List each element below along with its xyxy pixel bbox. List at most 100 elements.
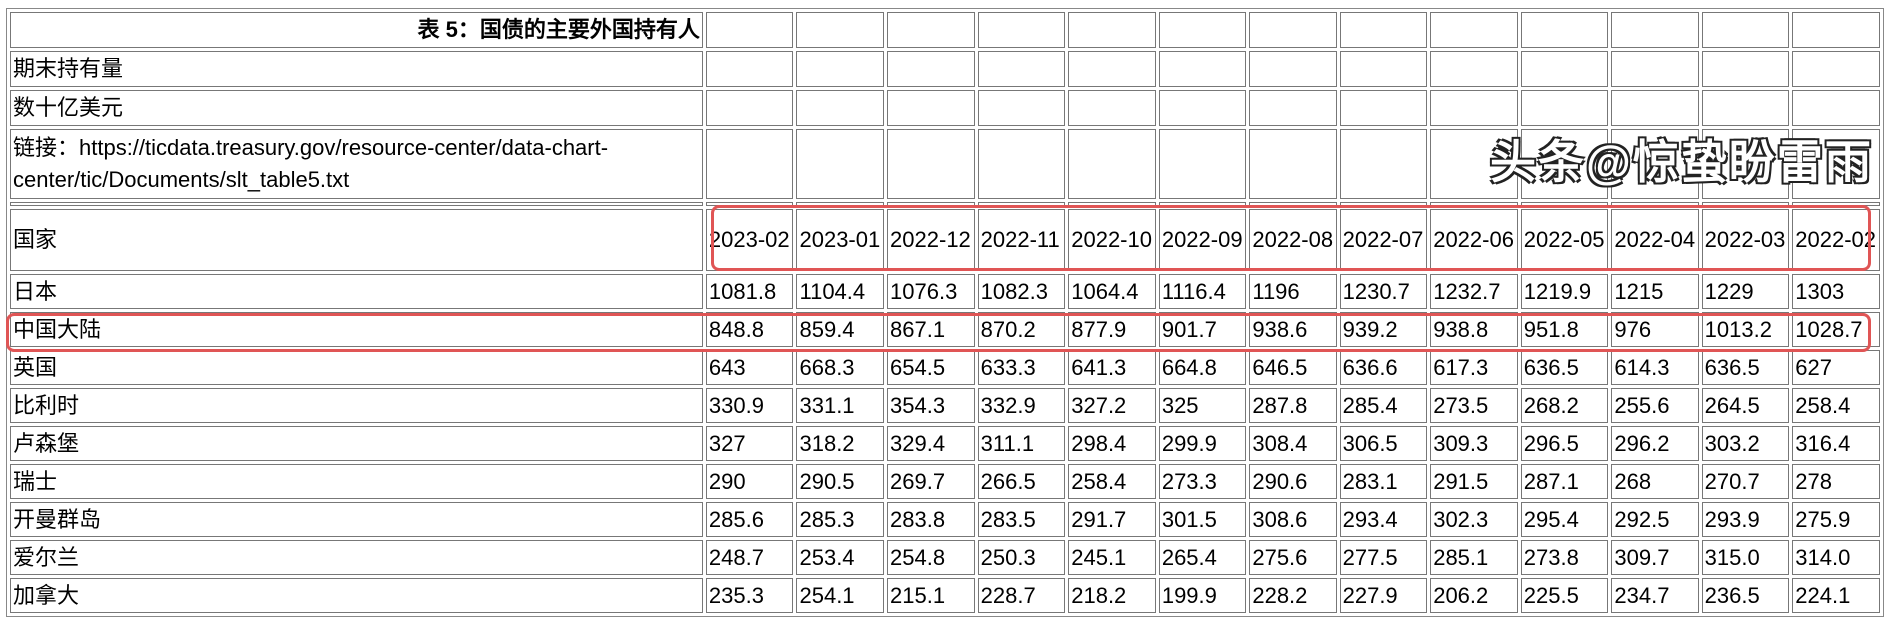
empty-cell xyxy=(1158,51,1247,87)
value-cell: 269.7 xyxy=(887,464,975,499)
country-cell: 爱尔兰 xyxy=(10,540,703,575)
value-cell: 614.3 xyxy=(1611,350,1699,385)
unit-row: 数十亿美元 xyxy=(10,90,1880,126)
value-cell: 308.6 xyxy=(1249,502,1337,537)
value-cell: 273.8 xyxy=(1520,540,1609,575)
empty-cell xyxy=(1792,51,1880,87)
value-cell: 250.3 xyxy=(977,540,1066,575)
country-header: 国家 xyxy=(10,209,703,271)
empty-cell xyxy=(796,12,885,48)
table-row: 日本 1081.8 1104.4 1076.3 1082.3 1064.4 1116.4 11… xyxy=(10,274,1880,309)
value-cell: 270.7 xyxy=(1701,464,1790,499)
empty-cell xyxy=(1792,90,1880,126)
value-cell: 327 xyxy=(705,426,794,461)
value-cell: 332.9 xyxy=(977,388,1066,423)
table-row: 加拿大 235.3 254.1 215.1 228.7 218.2 199.9 228.2 22… xyxy=(10,578,1880,613)
value-cell: 1229 xyxy=(1701,274,1790,309)
empty-cell xyxy=(1249,51,1337,87)
value-cell: 290 xyxy=(705,464,794,499)
value-cell: 951.8 xyxy=(1520,312,1609,347)
empty-cell xyxy=(796,129,885,199)
value-cell: 268.2 xyxy=(1520,388,1609,423)
value-cell: 654.5 xyxy=(887,350,975,385)
value-cell: 283.1 xyxy=(1339,464,1428,499)
empty-cell xyxy=(887,90,975,126)
value-cell: 295.4 xyxy=(1520,502,1609,537)
empty-cell xyxy=(1792,12,1880,48)
date-header: 2022-06 xyxy=(1430,209,1518,271)
date-header: 2022-09 xyxy=(1158,209,1247,271)
empty-cell xyxy=(1158,202,1247,206)
value-cell: 617.3 xyxy=(1430,350,1518,385)
empty-cell xyxy=(1701,90,1790,126)
date-header: 2022-12 xyxy=(887,209,975,271)
value-cell: 225.5 xyxy=(1520,578,1609,613)
value-cell: 293.9 xyxy=(1701,502,1790,537)
empty-cell xyxy=(1430,90,1518,126)
value-cell: 627 xyxy=(1792,350,1880,385)
country-cell: 中国大陆 xyxy=(10,312,703,347)
value-cell: 218.2 xyxy=(1068,578,1156,613)
value-cell: 646.5 xyxy=(1249,350,1337,385)
value-cell: 290.5 xyxy=(796,464,885,499)
value-cell: 298.4 xyxy=(1068,426,1156,461)
spacer-cell xyxy=(10,202,703,206)
empty-cell xyxy=(705,129,794,199)
empty-cell xyxy=(1249,12,1337,48)
country-cell: 瑞士 xyxy=(10,464,703,499)
value-cell: 636.6 xyxy=(1339,350,1428,385)
date-header: 2022-08 xyxy=(1249,209,1337,271)
date-header: 2022-02 xyxy=(1792,209,1880,271)
value-cell: 643 xyxy=(705,350,794,385)
empty-cell xyxy=(1611,90,1699,126)
value-cell: 266.5 xyxy=(977,464,1066,499)
empty-cell xyxy=(887,51,975,87)
value-cell: 301.5 xyxy=(1158,502,1247,537)
empty-cell xyxy=(796,51,885,87)
empty-cell xyxy=(1339,129,1428,199)
value-cell: 228.7 xyxy=(977,578,1066,613)
empty-cell xyxy=(1520,202,1609,206)
empty-cell xyxy=(1430,12,1518,48)
value-cell: 283.5 xyxy=(977,502,1066,537)
value-cell: 258.4 xyxy=(1068,464,1156,499)
value-cell: 867.1 xyxy=(887,312,975,347)
value-cell: 870.2 xyxy=(977,312,1066,347)
empty-cell xyxy=(1068,129,1156,199)
value-cell: 327.2 xyxy=(1068,388,1156,423)
date-header: 2022-05 xyxy=(1520,209,1609,271)
empty-cell xyxy=(1339,51,1428,87)
value-cell: 248.7 xyxy=(705,540,794,575)
value-cell: 1082.3 xyxy=(977,274,1066,309)
value-cell: 206.2 xyxy=(1430,578,1518,613)
value-cell: 1028.7 xyxy=(1792,312,1880,347)
empty-cell xyxy=(796,90,885,126)
value-cell: 1013.2 xyxy=(1701,312,1790,347)
empty-cell xyxy=(1068,51,1156,87)
value-cell: 264.5 xyxy=(1701,388,1790,423)
date-header: 2022-10 xyxy=(1068,209,1156,271)
source-link[interactable]: 链接：https://ticdata.treasury.gov/resource… xyxy=(10,129,703,199)
value-cell: 330.9 xyxy=(705,388,794,423)
value-cell: 255.6 xyxy=(1611,388,1699,423)
empty-cell xyxy=(977,129,1066,199)
empty-cell xyxy=(1520,12,1609,48)
value-cell: 278 xyxy=(1792,464,1880,499)
value-cell: 199.9 xyxy=(1158,578,1247,613)
value-cell: 285.3 xyxy=(796,502,885,537)
value-cell: 939.2 xyxy=(1339,312,1428,347)
value-cell: 235.3 xyxy=(705,578,794,613)
empty-cell xyxy=(1339,90,1428,126)
empty-cell xyxy=(1701,12,1790,48)
empty-cell xyxy=(1339,12,1428,48)
date-header: 2023-01 xyxy=(796,209,885,271)
empty-cell xyxy=(887,202,975,206)
table-row: 中国大陆 848.8 859.4 867.1 870.2 877.9 901.7 938.6 9… xyxy=(10,312,1880,347)
table-row: 英国 643 668.3 654.5 633.3 641.3 664.8 646.5 636.6… xyxy=(10,350,1880,385)
value-cell: 325 xyxy=(1158,388,1247,423)
value-cell: 253.4 xyxy=(796,540,885,575)
link-row: 链接：https://ticdata.treasury.gov/resource… xyxy=(10,129,1880,199)
value-cell: 306.5 xyxy=(1339,426,1428,461)
value-cell: 1076.3 xyxy=(887,274,975,309)
empty-cell xyxy=(1611,129,1699,199)
